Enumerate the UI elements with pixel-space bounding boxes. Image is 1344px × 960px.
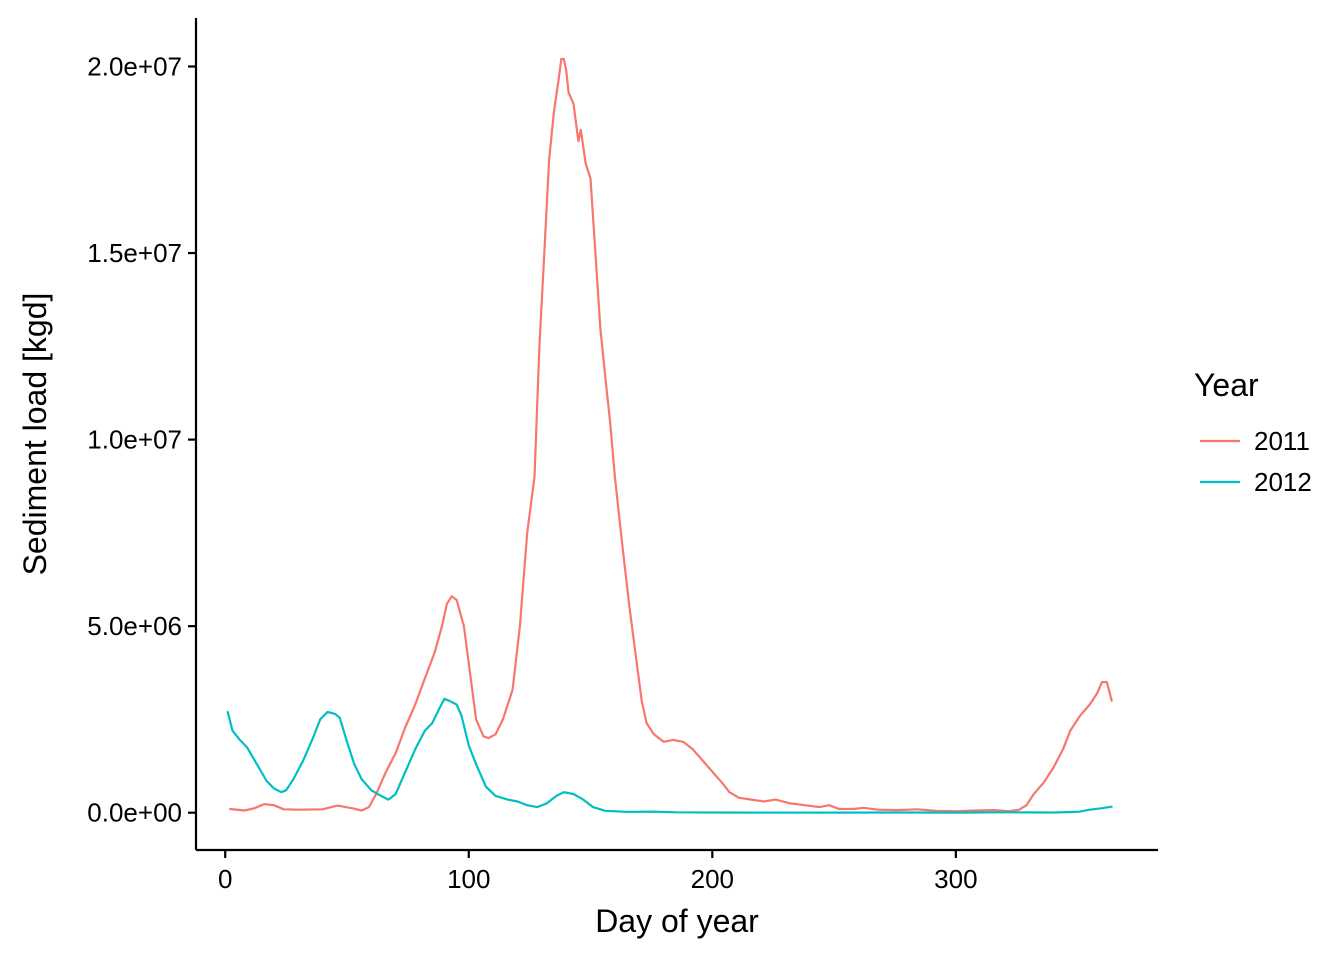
x-tick-label: 200 <box>691 864 734 894</box>
series-line-2012 <box>226 697 1113 814</box>
y-tick-label: 2.0e+07 <box>87 52 182 82</box>
series-line-2011 <box>229 57 1113 813</box>
legend-label-2011: 2011 <box>1254 426 1310 456</box>
y-tick-label: 0.0e+00 <box>87 798 182 828</box>
x-axis-title: Day of year <box>595 903 759 939</box>
y-tick-label: 5.0e+06 <box>87 611 182 641</box>
x-tick-label: 100 <box>447 864 490 894</box>
legend-title: Year <box>1194 367 1259 403</box>
y-tick-label: 1.0e+07 <box>87 425 182 455</box>
x-tick-label: 300 <box>934 864 977 894</box>
x-tick-label: 0 <box>218 864 232 894</box>
y-tick-label: 1.5e+07 <box>87 238 182 268</box>
y-axis-title: Sediment load [kgd] <box>17 293 53 576</box>
legend-label-2012: 2012 <box>1254 467 1312 497</box>
